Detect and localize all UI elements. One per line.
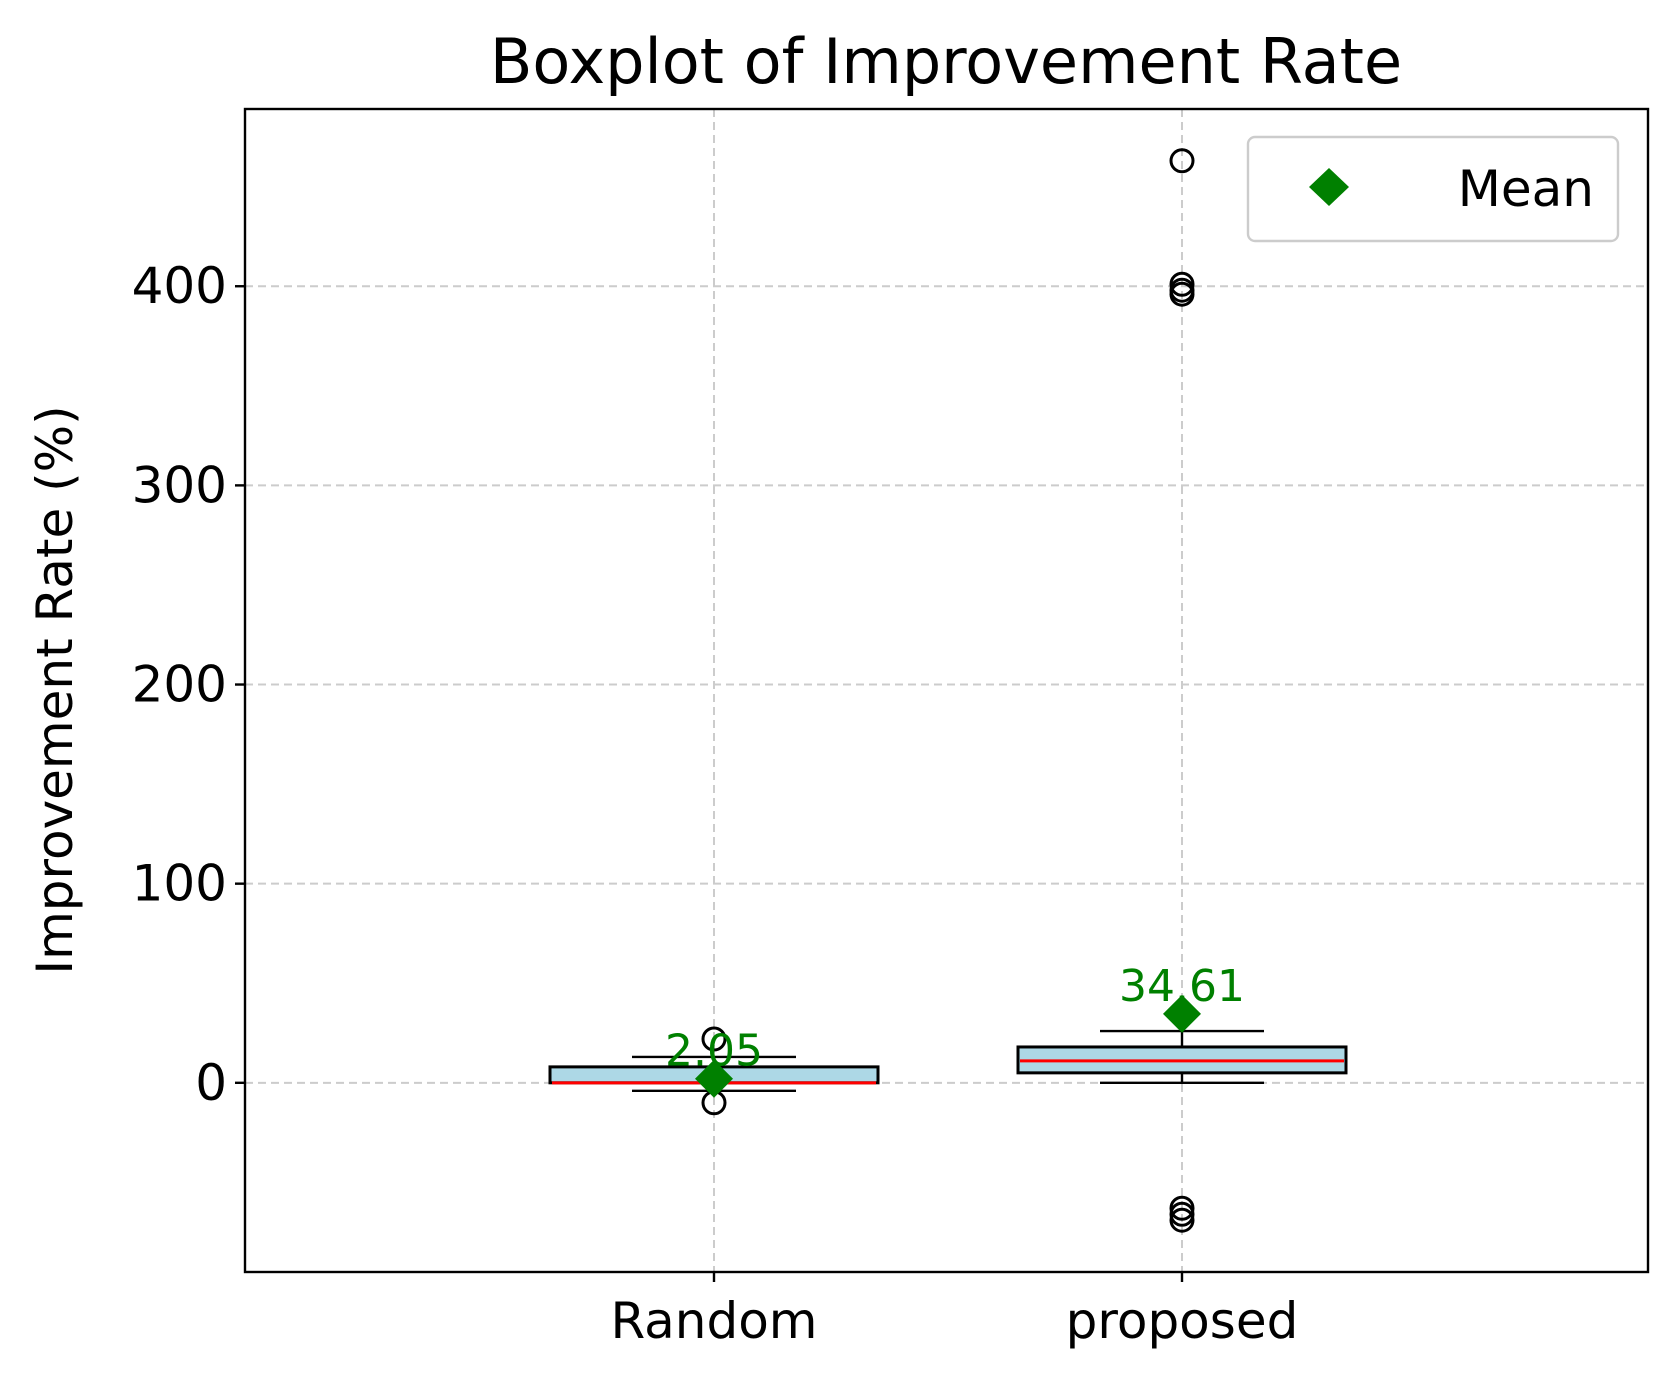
outlier-point — [701, 1026, 727, 1052]
outlier-point — [1169, 1207, 1195, 1233]
y-tick-label: 400 — [132, 257, 227, 315]
y-tick-label: 0 — [195, 1054, 227, 1112]
y-tick-label: 200 — [132, 656, 227, 714]
outlier-point — [1169, 1201, 1195, 1227]
mean-marker — [695, 1059, 733, 1098]
legend-mean-marker — [1309, 168, 1349, 206]
outlier-point — [1169, 1195, 1195, 1221]
x-tick-label: Random — [610, 1292, 817, 1350]
mean-label: 34.61 — [1119, 961, 1245, 1012]
legend: Mean — [1246, 135, 1620, 243]
y-tick-label: 300 — [132, 456, 227, 514]
x-tick-label: proposed — [1066, 1292, 1299, 1350]
chart-title: Boxplot of Improvement Rate — [490, 25, 1402, 98]
axes-frame — [243, 107, 1650, 1274]
outlier-point — [1169, 148, 1195, 174]
box-group-proposed — [1016, 148, 1348, 1233]
outlier-point — [1169, 281, 1195, 307]
y-axis-label: Improvement Rate (%) — [26, 405, 84, 974]
means: 2.05 34.61 — [665, 961, 1245, 1098]
outlier-point — [1169, 271, 1195, 297]
legend-label-mean: Mean — [1458, 160, 1594, 218]
y-tick-label: 100 — [132, 855, 227, 913]
mean-label: 2.05 — [665, 1026, 763, 1077]
legend-frame — [1246, 135, 1620, 243]
ticks: 0 100 200 300 400 Random proposed — [132, 257, 1299, 1350]
mean-marker — [1163, 994, 1201, 1033]
